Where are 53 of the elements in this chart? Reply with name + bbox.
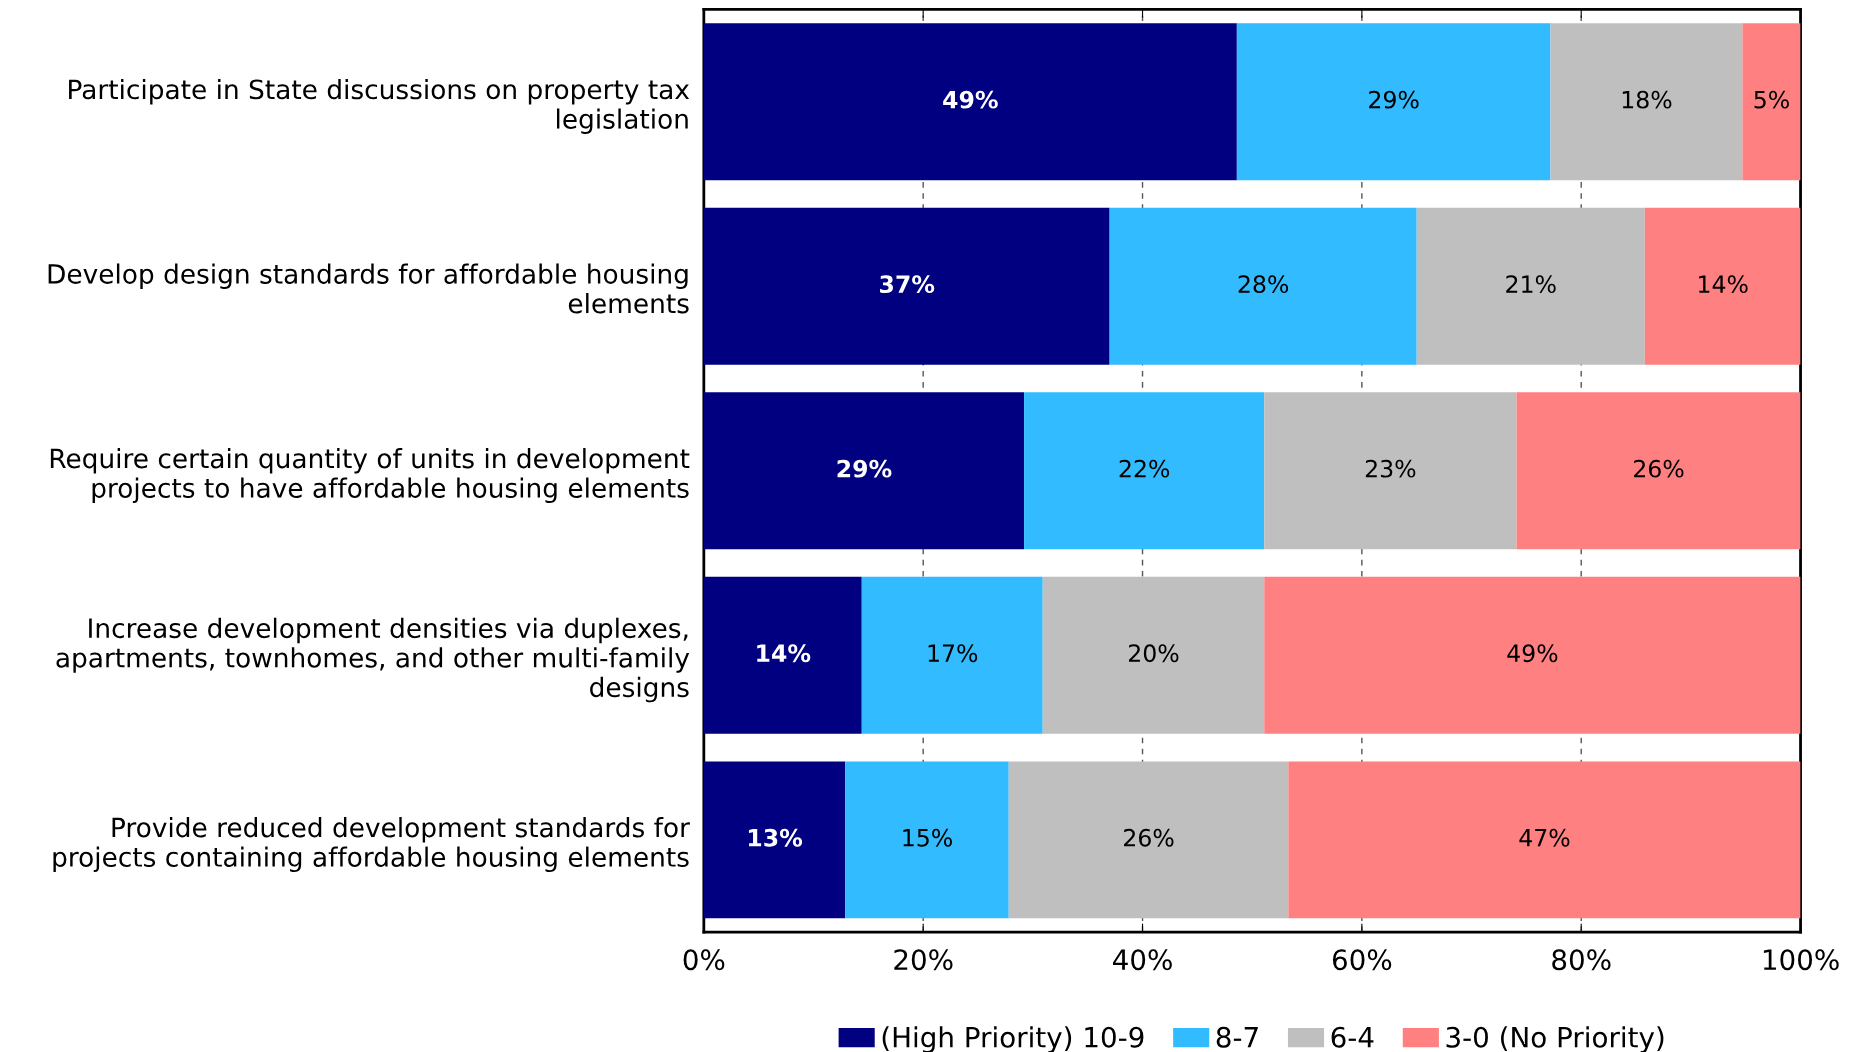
data-label: 5% (1754, 90, 1789, 109)
bar (703, 761, 846, 919)
data-label: 49% (1507, 644, 1558, 663)
y-tick-label: Increase development densities via duplexes, apartments, townhomes, and other multi-family designs (56, 617, 690, 703)
data-label: 37% (880, 275, 935, 294)
bar (845, 761, 1009, 919)
data-label: 15% (903, 828, 952, 847)
data-label: 22% (1119, 459, 1170, 478)
bar (703, 576, 862, 734)
bar (703, 23, 1237, 181)
y-tick-label: Participate in State discussions on property tax legislation (69, 78, 690, 135)
bar (1264, 576, 1801, 734)
data-label: 13% (748, 828, 803, 847)
data-label: 28% (1238, 275, 1289, 294)
y-tick-label: Provide reduced development standards for projects containing affordable housing elements (53, 817, 690, 873)
data-label: 21% (1506, 275, 1556, 294)
bar (1008, 761, 1289, 919)
bar (703, 207, 1110, 365)
bar (1644, 207, 1801, 365)
data-label: 23% (1365, 459, 1416, 478)
bar (1236, 23, 1551, 181)
bar (1516, 392, 1801, 550)
bar (1550, 23, 1743, 181)
x-tick-label: 60% (1332, 949, 1392, 971)
bar (1288, 761, 1801, 919)
x-tick-label: 80% (1552, 949, 1611, 971)
data-label: 47% (1519, 828, 1570, 847)
data-label: 18% (1622, 90, 1672, 109)
y-tick-label: Develop design standards for affordable housing elements (48, 263, 689, 314)
x-tick-label: 100% (1763, 949, 1839, 971)
x-tick-label: 0% (683, 949, 725, 971)
x-tick-label: 40% (1113, 949, 1172, 971)
data-label: 17% (928, 644, 978, 663)
data-label: 14% (757, 644, 811, 663)
data-label: 14% (1699, 275, 1748, 294)
legend-label: 6-4 (1331, 1026, 1374, 1048)
bar (1109, 207, 1417, 365)
data-label: 20% (1128, 644, 1179, 663)
data-label: 29% (1369, 90, 1419, 109)
bar (703, 392, 1025, 550)
legend-label: 8-7 (1216, 1026, 1258, 1048)
data-label: 26% (1634, 459, 1684, 478)
bar (1416, 207, 1645, 365)
bar (1024, 392, 1265, 550)
bar (1264, 392, 1517, 550)
data-label: 29% (837, 459, 892, 478)
bar (861, 576, 1043, 734)
data-label: 49% (943, 90, 998, 109)
bar (1742, 23, 1801, 181)
bar (1042, 576, 1265, 734)
data-label: 26% (1124, 828, 1174, 847)
y-tick-label: Require certain quantity of units in development projects to have affordable housing elements (50, 447, 690, 504)
x-tick-label: 20% (894, 949, 953, 971)
